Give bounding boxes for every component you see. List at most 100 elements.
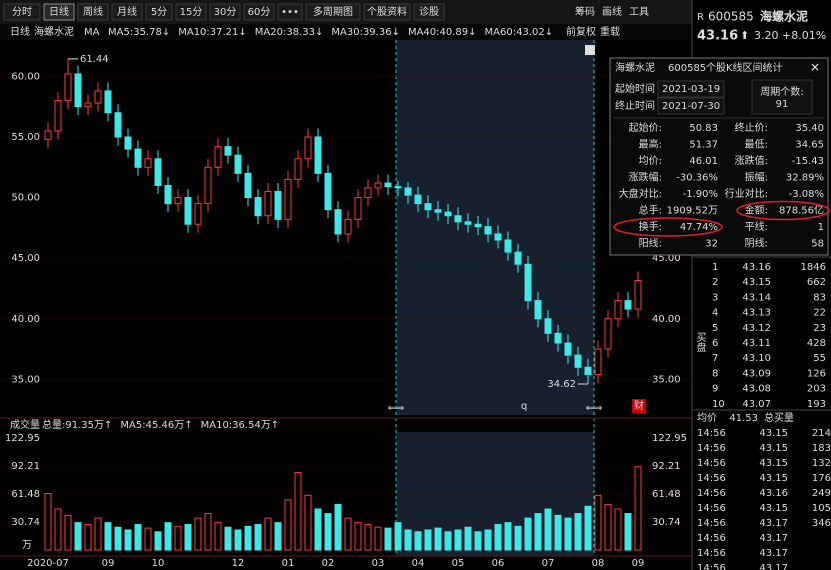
book-volume: 1846: [801, 262, 826, 273]
tab[interactable]: [111, 3, 143, 21]
tool[interactable]: 工具: [629, 6, 649, 18]
x-tick-label: 03: [372, 558, 385, 569]
popup-close[interactable]: ✕: [810, 61, 820, 75]
chart-header: [0, 24, 692, 40]
tab[interactable]: [243, 3, 275, 21]
tab[interactable]: [305, 3, 361, 21]
tab-label[interactable]: 60分: [248, 6, 271, 18]
book-price: 43.14: [742, 292, 771, 303]
tab-label[interactable]: 多周期图: [313, 5, 353, 18]
stat-value: 32: [705, 239, 718, 250]
candle-body: [304, 136, 312, 160]
drag-handle[interactable]: ⇐⇒: [388, 403, 405, 414]
candle-body: [254, 197, 262, 217]
candle-body: [584, 366, 592, 376]
stat-label: 金额:: [745, 204, 768, 217]
book-price: 43.07: [742, 399, 771, 410]
y-tick-label: 45.00: [11, 253, 40, 264]
tab-label[interactable]: 个股资料: [367, 5, 407, 18]
trade-time: 14:56: [697, 488, 726, 499]
y-tick-label-right: 45.00: [652, 253, 681, 264]
tab-label[interactable]: 15分: [180, 6, 203, 18]
quote-name: 海螺水泥: [760, 9, 808, 24]
volume-bar: [524, 517, 532, 551]
volume-bar: [144, 527, 152, 551]
tab[interactable]: [277, 3, 303, 21]
tab[interactable]: [175, 3, 207, 21]
volume-bar: [304, 494, 312, 551]
volume-bar: [584, 505, 592, 551]
stat-label: 阳线:: [639, 237, 662, 250]
volume-bar: [574, 513, 582, 551]
book-price: 43.12: [742, 323, 771, 334]
candle-body: [284, 178, 292, 220]
candle-body: [164, 184, 172, 205]
volume-bar: [74, 522, 82, 551]
book-volume: 428: [807, 338, 826, 349]
marker[interactable]: 财: [634, 399, 644, 412]
book-side: 买盘: [694, 332, 706, 352]
volume-bar: [564, 517, 572, 551]
reload[interactable]: 重载: [600, 25, 620, 38]
tab-label[interactable]: 日线: [49, 5, 69, 18]
x-tick-label: 06: [492, 558, 505, 569]
volume-bar: [374, 526, 382, 551]
book-price: 43.15: [742, 277, 771, 288]
volume-bar: [324, 513, 332, 551]
candle-body: [484, 226, 492, 235]
tab[interactable]: [209, 3, 241, 21]
trade-price: 43.15: [759, 428, 788, 439]
volume-bar: [314, 508, 322, 551]
tab-label[interactable]: 周线: [83, 5, 103, 18]
book-level: 10: [712, 399, 725, 410]
stat-value: 878.56亿: [779, 204, 824, 217]
tab[interactable]: [413, 3, 445, 21]
volume-bar: [494, 523, 502, 551]
highlight-ring: [613, 217, 723, 237]
marker-box[interactable]: [632, 399, 646, 413]
tab-label[interactable]: 30分: [214, 6, 237, 18]
candle-body: [414, 194, 422, 205]
trade-price: 43.15: [759, 458, 788, 469]
volume-bar: [544, 508, 552, 551]
volume-bar: [294, 472, 302, 551]
adjust[interactable]: 前复权: [566, 25, 596, 38]
quote-change: 3.20: [754, 29, 779, 42]
y-tick-label: 60.00: [11, 71, 40, 82]
x-tick-label: 05: [452, 558, 465, 569]
stat-label: 大盘对比:: [619, 187, 662, 200]
trade-time: 14:56: [697, 563, 726, 570]
tab-label[interactable]: 月线: [117, 5, 137, 18]
tab[interactable]: [43, 3, 75, 21]
y-tick-label: 61.48: [11, 489, 40, 500]
tab[interactable]: [145, 3, 173, 21]
candle-body: [504, 239, 512, 253]
start-box[interactable]: [657, 80, 725, 98]
start-date[interactable]: 2021-03-19: [662, 84, 720, 95]
tab-label[interactable]: 诊股: [419, 5, 439, 18]
stat-value: 34.65: [795, 140, 824, 151]
tab[interactable]: [363, 3, 411, 21]
tool[interactable]: 筹码: [575, 5, 595, 18]
tab-label[interactable]: 分时: [12, 6, 32, 18]
book-price: 43.11: [742, 338, 771, 349]
tab[interactable]: [3, 3, 41, 21]
volume-bar: [124, 529, 132, 551]
drag-handle[interactable]: ⇐⇒: [586, 403, 603, 414]
tab-label[interactable]: •••: [281, 7, 299, 18]
book-level: 5: [712, 323, 718, 334]
candle-body: [54, 100, 62, 132]
end-box[interactable]: [657, 97, 725, 115]
tool[interactable]: 画线: [602, 5, 622, 18]
volume-bar: [604, 503, 612, 551]
volume-bar: [554, 514, 562, 551]
ma-value: MA30:39.36↓: [331, 27, 400, 38]
trade-time: 14:56: [697, 443, 726, 454]
candle-body: [114, 112, 122, 138]
volume-stat: MA5:45.46万↑: [120, 420, 192, 431]
close-selection[interactable]: [585, 45, 595, 55]
book-volume: 126: [807, 368, 826, 379]
tab-label[interactable]: 5分: [151, 6, 167, 18]
marker[interactable]: q: [521, 401, 527, 412]
tab[interactable]: [77, 3, 109, 21]
